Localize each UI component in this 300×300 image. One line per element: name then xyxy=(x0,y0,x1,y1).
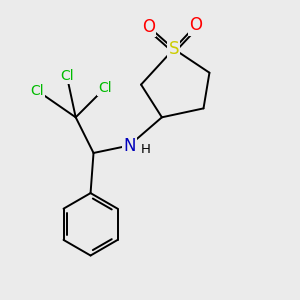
Text: Cl: Cl xyxy=(60,69,74,83)
Text: Cl: Cl xyxy=(30,84,44,98)
Text: O: O xyxy=(190,16,202,34)
Text: O: O xyxy=(142,18,155,36)
Text: H: H xyxy=(140,142,150,156)
Text: S: S xyxy=(169,40,179,58)
Text: Cl: Cl xyxy=(99,81,112,94)
Text: N: N xyxy=(123,136,135,154)
